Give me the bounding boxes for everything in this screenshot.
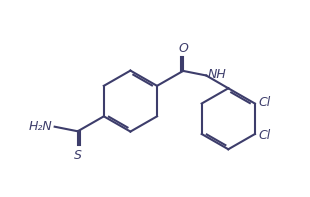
Text: Cl: Cl: [259, 96, 271, 109]
Text: S: S: [74, 149, 82, 162]
Text: Cl: Cl: [259, 129, 271, 142]
Text: O: O: [178, 42, 188, 55]
Text: NH: NH: [208, 68, 227, 81]
Text: H₂N: H₂N: [29, 120, 52, 133]
